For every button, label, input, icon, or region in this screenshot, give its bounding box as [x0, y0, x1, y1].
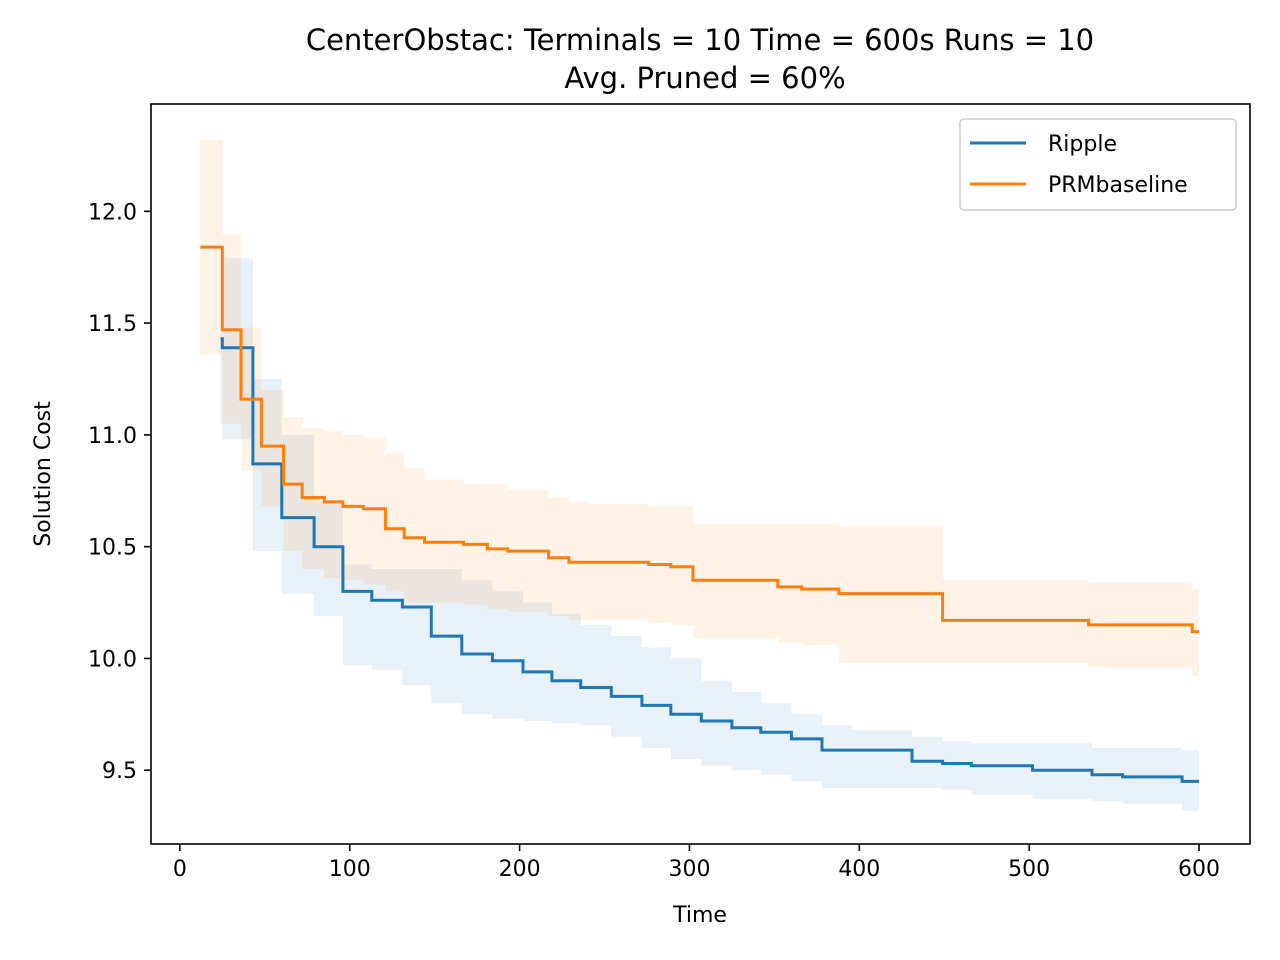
legend: Ripple PRMbaseline — [959, 118, 1237, 211]
x-tick-label: 300 — [668, 857, 710, 882]
legend-box — [959, 118, 1237, 211]
y-tick-label: 9.5 — [102, 759, 137, 784]
y-tick-label: 12.0 — [88, 200, 137, 225]
chart-title-line1: CenterObstac: Terminals = 10 Time = 600s… — [306, 23, 1094, 57]
x-axis-label: Time — [672, 903, 727, 928]
x-tick-label: 500 — [1008, 857, 1050, 882]
x-tick-label: 200 — [499, 857, 541, 882]
legend-label-ripple: Ripple — [1048, 132, 1117, 157]
x-tick-label: 0 — [173, 857, 187, 882]
ripple-series-line — [220, 337, 1199, 783]
y-tick-label: 10.5 — [88, 536, 137, 561]
legend-label-prmbaseline: PRMbaseline — [1048, 173, 1188, 198]
prmbaseline-series-line — [200, 245, 1199, 634]
plot-frame — [150, 103, 1251, 845]
chart-title-line2: Avg. Pruned = 60% — [564, 61, 845, 95]
y-axis-label: Solution Cost — [31, 401, 56, 547]
x-axis-ticks: 0 100 200 300 400 500 600 — [173, 844, 1220, 882]
y-tick-label: 11.0 — [88, 424, 137, 449]
y-tick-label: 11.5 — [88, 312, 137, 337]
y-tick-label: 10.0 — [88, 647, 137, 672]
y-axis-ticks: 9.5 10.0 10.5 11.0 11.5 12.0 — [88, 200, 151, 784]
x-tick-label: 400 — [838, 857, 880, 882]
x-tick-label: 600 — [1178, 857, 1220, 882]
ripple-confidence-band — [220, 258, 1200, 811]
series-lines — [200, 245, 1199, 783]
x-tick-label: 100 — [329, 857, 371, 882]
